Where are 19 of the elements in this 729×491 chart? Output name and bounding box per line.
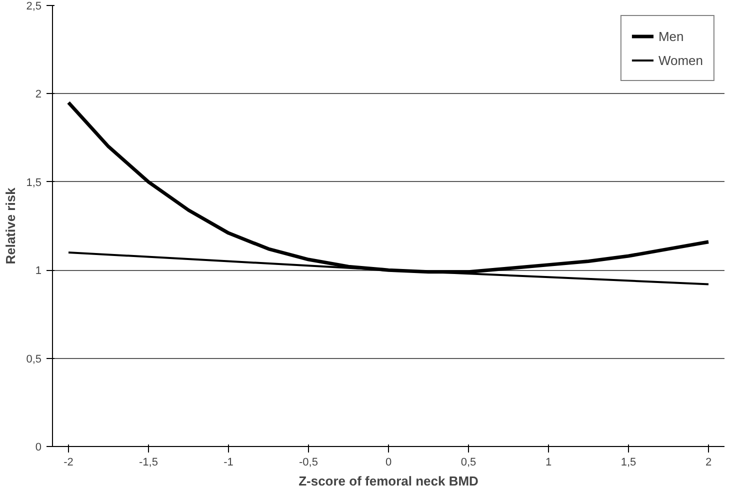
y-tick-label: 1,5 xyxy=(26,176,42,189)
x-tick-label: 0,5 xyxy=(460,456,476,468)
y-tick-label: 0,5 xyxy=(26,353,42,366)
x-tick-label: 1,5 xyxy=(620,456,636,468)
legend-label: Women xyxy=(658,52,703,68)
x-tick-label: 2 xyxy=(705,456,712,468)
y-tick-label: 0 xyxy=(35,442,42,454)
x-axis-title: Z-score of femoral neck BMD xyxy=(298,474,478,488)
y-tick-label: 1 xyxy=(35,265,42,278)
x-tick-label: -1,5 xyxy=(139,456,158,468)
y-tick-label: 2 xyxy=(35,88,42,101)
x-tick-label: -2 xyxy=(64,456,74,468)
x-tick-label: 1 xyxy=(545,456,552,468)
y-tick-label: 2,5 xyxy=(26,0,42,12)
x-tick-label: -1 xyxy=(224,456,234,468)
legend-label: Men xyxy=(658,28,684,44)
x-tick-label: 0 xyxy=(385,456,392,468)
y-axis-title: Relative risk xyxy=(3,186,18,264)
x-tick-label: -0,5 xyxy=(299,456,318,468)
